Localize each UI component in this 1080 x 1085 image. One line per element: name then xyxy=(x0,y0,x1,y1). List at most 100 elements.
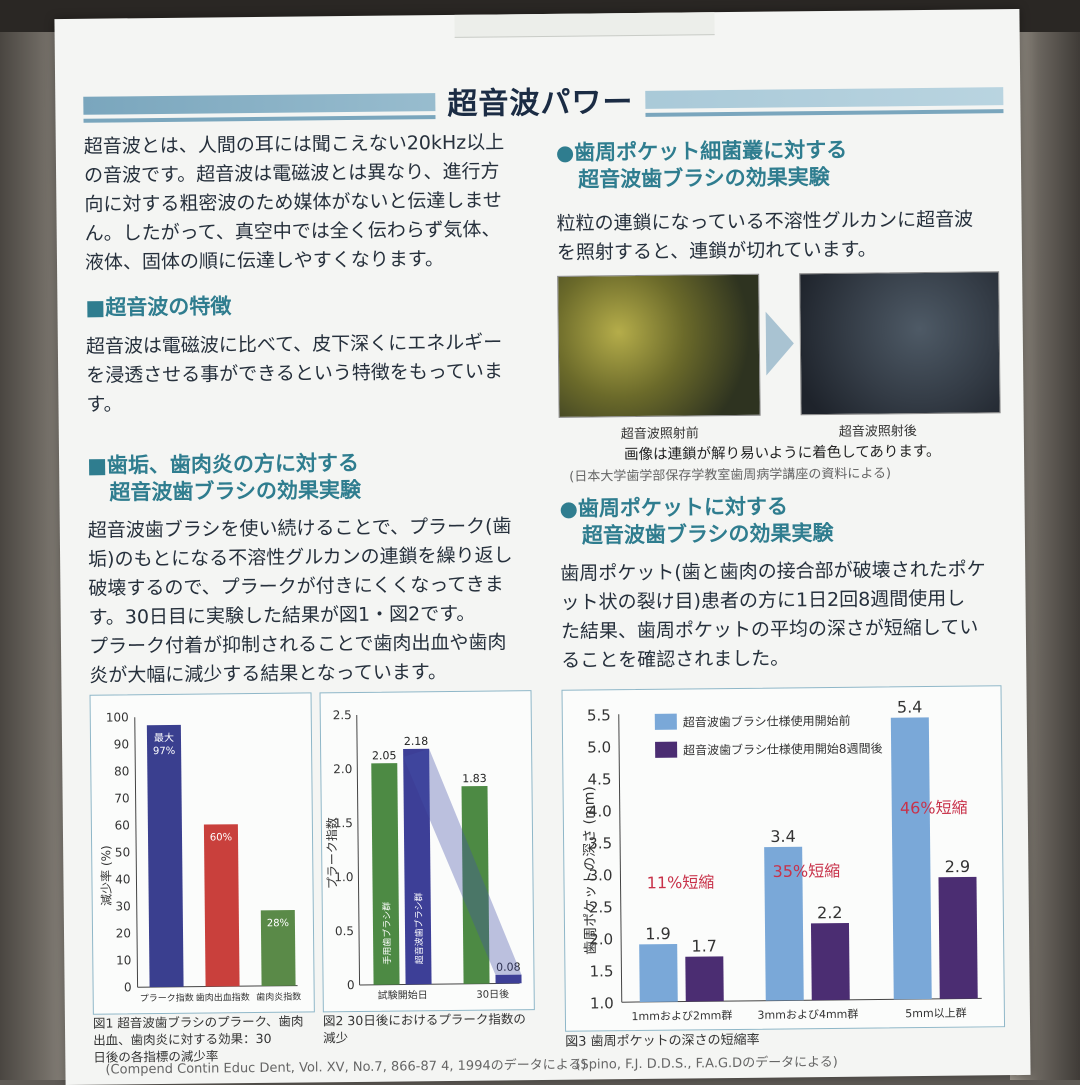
y-tick-label: 1.5 xyxy=(334,816,353,830)
bar xyxy=(461,785,490,984)
reduction-annotation: 35%短縮 xyxy=(773,861,841,881)
x-tick-label: 試験開始日 xyxy=(378,988,428,1002)
reduction-annotation: 46%短縮 xyxy=(900,798,968,818)
pocket-heading: ●歯周ポケットに対する 超音波歯ブラシの効果実験 xyxy=(559,493,833,550)
intro-line: ん。したがって、真空中では全く伝わらず気体、 xyxy=(84,218,501,245)
gum-heading-line: ■歯垢、歯肉炎の方に対する xyxy=(86,450,360,478)
y-tick-label: 10 xyxy=(116,953,131,967)
figure3-caption: 図3 歯周ポケットの深さの短縮率 xyxy=(565,1032,760,1050)
bar xyxy=(371,763,400,985)
y-tick-label: 0.5 xyxy=(335,924,354,938)
y-tick-label: 3.0 xyxy=(588,866,612,884)
bar-value-label: 2.18 xyxy=(404,735,429,748)
bar xyxy=(260,910,296,986)
x-tick-label: 1mmおよび2mm群 xyxy=(631,1008,732,1023)
y-axis xyxy=(134,717,139,988)
bar-value-label: 2.9 xyxy=(945,857,971,876)
y-tick-label: 20 xyxy=(116,926,131,940)
y-tick-label: 0 xyxy=(347,978,355,992)
y-tick-label: 80 xyxy=(114,764,129,778)
bar-value-label: 1.7 xyxy=(691,936,717,955)
x-tick-label: 5mm以上群 xyxy=(905,1006,967,1021)
feature-text: 超音波は電磁波に比べて、皮下深くにエネルギー を浸透させる事ができるという特徴を… xyxy=(86,328,557,420)
bacteria-photo-after xyxy=(799,271,1001,416)
y-tick-label: 2.0 xyxy=(589,930,613,948)
y-axis-label: 減少率 (%) xyxy=(98,845,114,906)
figure3-chart: 1.0 1.5 2.0 2.5 3.0 3.5 4.0 4.5 5.0 5.5 歯周ポケットの深さ … xyxy=(561,685,1006,1032)
bacteria-heading-line: 超音波歯ブラシの効果実験 xyxy=(578,164,830,192)
series-label: 手用歯ブラシ群 xyxy=(381,902,394,965)
y-axis xyxy=(618,714,623,1003)
bar xyxy=(495,974,522,984)
box-flap xyxy=(454,12,715,38)
bar-value-label: 60% xyxy=(210,832,232,843)
feature-heading: ■超音波の特徴 xyxy=(85,294,232,320)
intro-text: 超音波とは、人間の耳には聞こえない20kHz以上 の音波です。超音波は電磁波とは… xyxy=(84,128,555,278)
pocket-heading-line: 超音波歯ブラシの効果実験 xyxy=(581,520,834,548)
gum-heading: ■歯垢、歯肉炎の方に対する 超音波歯ブラシの効果実験 xyxy=(87,450,361,507)
source1: (Compend Contin Educ Dent, Vol. XV, No.7… xyxy=(105,1057,587,1078)
bar-value-label: 1.9 xyxy=(645,924,671,943)
pocket-line: 歯周ポケット(歯と歯肉の接合部が破壊されたポケ xyxy=(560,558,986,585)
legend-label: 超音波歯ブラシ仕様使用開始前 xyxy=(683,713,851,730)
bacteria-line: を照射すると、連鎖が切れています。 xyxy=(556,238,877,264)
x-tick-label: 3mmおよび4mm群 xyxy=(757,1007,858,1022)
trend-band xyxy=(403,748,522,975)
y-axis-label: 歯周ポケットの深さ (mm) xyxy=(582,786,600,955)
bacteria-text: 粒粒の連鎖になっている不溶性グルカンに超音波 を照射すると、連鎖が切れています。 xyxy=(556,205,997,268)
pocket-heading-line: ●歯周ポケットに対する xyxy=(559,494,789,521)
bar-value-label: 1.83 xyxy=(462,772,487,785)
bar xyxy=(810,923,850,1001)
bar xyxy=(938,876,978,999)
gum-line: プラーク付着が抑制されることで歯肉出血や歯肉 xyxy=(88,631,507,658)
y-tick-label: 1.5 xyxy=(589,962,613,980)
y-axis xyxy=(356,714,361,985)
figure1-svg: 0 10 20 30 40 50 60 70 80 90 100 減少率 (%) 最大 97% プラーク指数… xyxy=(98,710,301,1005)
bar xyxy=(764,846,804,1001)
y-axis-label: プラーク指数 xyxy=(324,817,340,889)
y-tick-label: 70 xyxy=(114,791,129,805)
caption-line: 図2 30日後におけるプラーク指数の xyxy=(322,1011,526,1029)
page-title: 超音波パワー xyxy=(435,76,646,124)
y-tick-label: 90 xyxy=(114,737,129,751)
feature-line: を浸透させる事ができるという特徴をもっていま xyxy=(86,360,503,387)
bar-value-label: 最大 xyxy=(154,731,174,744)
y-tick-label: 40 xyxy=(115,872,130,886)
gum-line: 破壊するので、プラークが付きにくくなってきま xyxy=(88,573,504,600)
bar xyxy=(890,717,932,1000)
y-tick-label: 2.5 xyxy=(589,898,613,916)
reduction-annotation: 11%短縮 xyxy=(647,873,715,893)
bacteria-heading: ●歯周ポケット細菌叢に対する 超音波歯ブラシの効果実験 xyxy=(556,137,848,194)
y-tick-label: 2.0 xyxy=(333,762,352,776)
before-label: 超音波照射前 xyxy=(620,426,699,443)
pocket-line: た結果、歯周ポケットの平均の深さが短縮してい xyxy=(560,616,979,643)
pocket-line: ット状の裂け目)患者の方に1日2回8週間使用し xyxy=(560,587,966,614)
y-tick-label: 2.5 xyxy=(333,708,352,722)
bar xyxy=(146,724,184,988)
series-label: 超音波歯ブラシ群 xyxy=(413,892,426,964)
bar xyxy=(685,956,724,1002)
x-tick-label: プラーク指数 xyxy=(140,992,194,1005)
bacteria-source: (日本大学歯学部保存学教室歯周病学講座の資料による) xyxy=(569,466,892,485)
bar xyxy=(203,824,240,987)
caption-line: 図1 超音波歯ブラシのプラーク、歯肉 xyxy=(92,1013,304,1031)
figure2-caption: 図2 30日後におけるプラーク指数の 減少 xyxy=(323,1010,543,1046)
pocket-text: 歯周ポケット(歯と歯肉の接合部が破壊されたポケ ット状の裂け目)患者の方に1日2… xyxy=(560,555,1001,676)
y-tick-label: 4.0 xyxy=(588,802,612,820)
y-tick-label: 3.5 xyxy=(588,834,612,852)
product-box-panel: 超音波パワー 超音波とは、人間の耳には聞こえない20kHz以上 の音波です。超音… xyxy=(54,8,1031,1085)
bar-value-label: 5.4 xyxy=(897,697,923,716)
legend-swatch xyxy=(655,741,678,758)
y-tick-label: 30 xyxy=(115,899,130,913)
bar-value-label: 0.08 xyxy=(496,961,521,974)
figure2-svg: 0 0.5 1.0 1.5 2.0 2.5 プラーク指数 2.05 手用歯ブラシ群 2.18 超音波… xyxy=(324,708,522,1002)
y-tick-label: 100 xyxy=(106,710,129,724)
y-tick-label: 4.5 xyxy=(587,770,611,788)
y-tick-label: 5.0 xyxy=(587,738,611,756)
gum-heading-line: 超音波歯ブラシの効果実験 xyxy=(109,477,362,505)
feature-line: す。 xyxy=(86,393,123,416)
bar-value-label: 2.2 xyxy=(817,903,843,922)
figure2-chart: 0 0.5 1.0 1.5 2.0 2.5 プラーク指数 2.05 手用歯ブラシ群 2.18 超音波… xyxy=(319,690,535,1013)
y-tick-label: 5.5 xyxy=(587,706,611,724)
intro-line: 液体、固体の順に伝達しやすくなります。 xyxy=(84,248,445,274)
